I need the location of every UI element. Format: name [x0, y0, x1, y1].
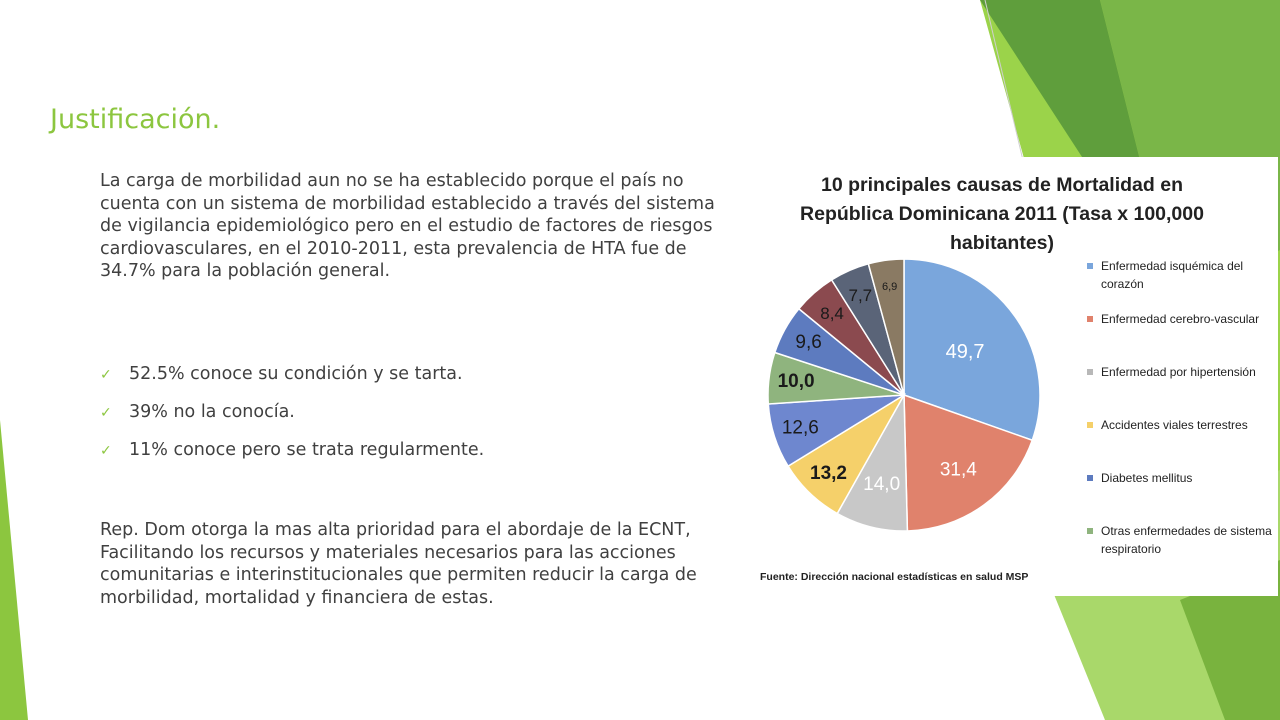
bullet-item: ✓ 39% no la conocía. [100, 402, 484, 440]
conclusion-paragraph: Rep. Dom otorga la mas alta prioridad pa… [100, 520, 697, 608]
checkmark-icon: ✓ [100, 443, 112, 459]
pie-slice-label: 13,2 [810, 463, 847, 484]
legend-swatch [1087, 263, 1093, 269]
bullet-text: 11% conoce pero se trata regularmente. [129, 440, 485, 460]
pie-slice [903, 393, 1034, 532]
legend-swatch [1087, 528, 1093, 534]
pie-slice-label: 7,7 [849, 286, 873, 305]
slide-title: Justificación. [50, 104, 221, 135]
legend-swatch [1087, 369, 1093, 375]
checkmark-icon: ✓ [100, 367, 112, 383]
legend-item: Accidentes viales terrestres [1087, 416, 1278, 469]
chart-title-line-2: República Dominicana 2011 (Tasa x 100,00… [800, 203, 1204, 254]
chart-title-line-1: 10 principales causas de Mortalidad en [821, 174, 1183, 196]
bullet-text: 39% no la conocía. [129, 402, 295, 422]
pie-slice-label: 14,0 [863, 474, 900, 495]
bullet-item: ✓ 11% conoce pero se trata regularmente. [100, 440, 484, 478]
right-green-band-5 [1180, 560, 1280, 720]
left-green-triangle [0, 420, 28, 720]
legend-label: Diabetes mellitus [1101, 471, 1193, 485]
legend-item: Enfermedad cerebro-vascular [1087, 310, 1278, 363]
pie-chart: 49,7 31,4 14,0 13,2 12,6 10,0 9,6 8,4 7,7 6,9 [767, 258, 1041, 532]
legend-item: Enfermedad por hipertensión [1087, 363, 1278, 416]
mortality-chart-image: 10 principales causas de Mortalidad en R… [752, 157, 1278, 596]
pie-slice [867, 258, 905, 396]
legend-swatch [1087, 475, 1093, 481]
pie-slice-label: 31,4 [940, 459, 977, 480]
bullet-list: ✓ 52.5% conoce su condición y se tarta. ✓… [100, 364, 484, 478]
pie-slice-label: 9,6 [795, 332, 821, 353]
chart-title: 10 principales causas de Mortalidad en R… [752, 171, 1252, 258]
pie-slice-label: 12,6 [782, 418, 819, 439]
legend-label: Otras enfermedades de sistema respirator… [1101, 524, 1272, 556]
legend-item: Otras enfermedades de sistema respirator… [1087, 522, 1278, 575]
bullet-item: ✓ 52.5% conoce su condición y se tarta. [100, 364, 484, 402]
chart-legend: Enfermedad isquémica del corazón Enferme… [1087, 257, 1278, 575]
legend-item: Enfermedad isquémica del corazón [1087, 257, 1278, 310]
pie-slice-label: 10,0 [778, 371, 815, 392]
pie-slice-label: 6,9 [882, 281, 897, 293]
intro-paragraph: La carga de morbilidad aun no se ha esta… [100, 171, 715, 281]
legend-label: Enfermedad cerebro-vascular [1101, 312, 1260, 326]
legend-label: Accidentes viales terrestres [1101, 418, 1248, 432]
legend-swatch [1087, 422, 1093, 428]
chart-source: Fuente: Dirección nacional estadísticas … [760, 571, 1029, 583]
legend-swatch [1087, 316, 1093, 322]
legend-item: Diabetes mellitus [1087, 469, 1278, 522]
pie-slice [903, 258, 1041, 442]
legend-label: Enfermedad isquémica del corazón [1101, 259, 1244, 291]
pie-slice-label: 49,7 [946, 341, 985, 363]
bullet-text: 52.5% conoce su condición y se tarta. [129, 364, 463, 384]
checkmark-icon: ✓ [100, 405, 112, 421]
pie-slice-label: 8,4 [820, 304, 844, 323]
legend-label: Enfermedad por hipertensión [1101, 365, 1256, 379]
